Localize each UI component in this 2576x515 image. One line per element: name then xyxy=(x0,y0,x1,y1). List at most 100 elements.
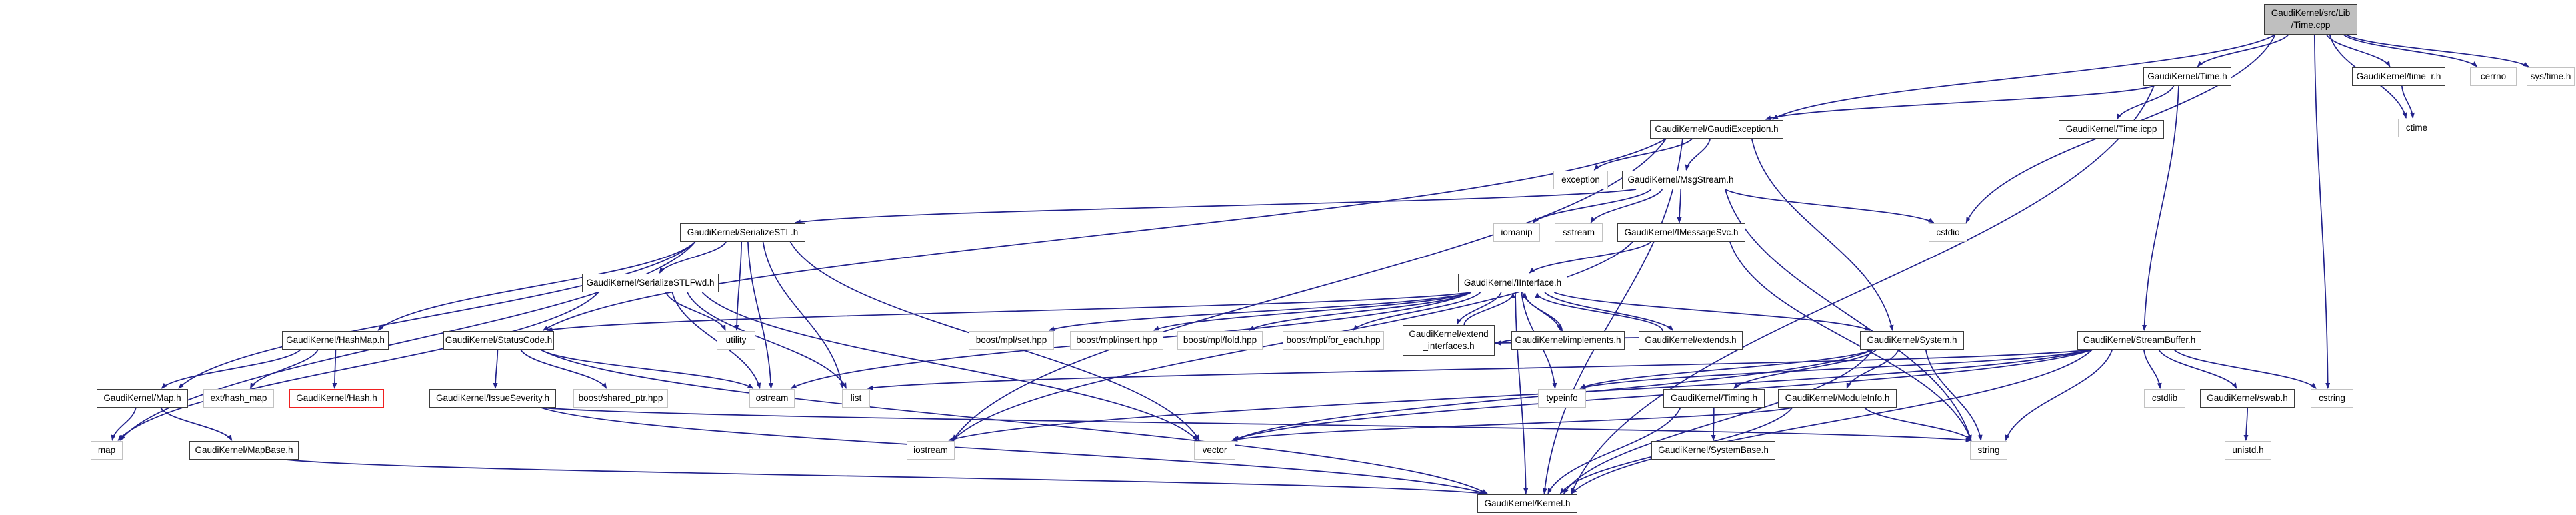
node-streambuffer_h[interactable]: GaudiKernel/StreamBuffer.h xyxy=(2077,331,2201,350)
node-label: boost/mpl/fold.hpp xyxy=(1183,334,1257,345)
edge-gaudiexception_h-to-kernel_h xyxy=(1542,138,1683,494)
edge-iinterface_h-to-system_h xyxy=(1553,292,1871,331)
node-implements_h[interactable]: GaudiKernel/implements.h xyxy=(1511,331,1625,350)
node-label: GaudiKernel/GaudiException.h xyxy=(1655,123,1779,134)
edge-serializestlfwd_h-to-list xyxy=(687,292,847,389)
node-exception: exception xyxy=(1553,171,1608,189)
node-mpl_for_each: boost/mpl/for_each.hpp xyxy=(1283,331,1384,350)
edge-msgstream_h-to-cstdio xyxy=(1725,189,1935,223)
edge-iinterface_h-to-extends_h xyxy=(1544,292,1673,331)
edge-streambuffer_h-to-iostream xyxy=(948,349,2093,442)
node-label: GaudiKernel/implements.h xyxy=(1515,334,1621,345)
node-cstdlib: cstdlib xyxy=(2144,389,2185,408)
node-label: GaudiKernel/IInterface.h xyxy=(1463,277,1562,288)
node-hashmap_h[interactable]: GaudiKernel/HashMap.h xyxy=(282,331,389,350)
node-serializestl_h[interactable]: GaudiKernel/SerializeSTL.h xyxy=(680,223,805,242)
node-map_h[interactable]: GaudiKernel/Map.h xyxy=(97,389,188,408)
node-mpl_set: boost/mpl/set.hpp xyxy=(969,331,1054,350)
edge-time_h-to-kernel_h xyxy=(1571,85,2155,494)
edge-issueseverity_h-to-string xyxy=(541,407,1972,442)
node-label: GaudiKernel/IMessageSvc.h xyxy=(1624,227,1739,237)
node-time_cpp[interactable]: GaudiKernel/src/Lib /Time.cpp xyxy=(2264,4,2357,35)
edge-streambuffer_h-to-typeinfo xyxy=(1579,349,2093,390)
node-hash_h[interactable]: GaudiKernel/Hash.h xyxy=(289,389,384,408)
node-label: GaudiKernel/StreamBuffer.h xyxy=(2083,334,2196,345)
edge-gaudiexception_h-to-system_h xyxy=(1751,138,1894,331)
node-label: list xyxy=(850,392,862,403)
edge-time_h-to-streambuffer_h xyxy=(2142,85,2179,331)
node-time_icpp[interactable]: GaudiKernel/Time.icpp xyxy=(2059,120,2164,139)
node-cstring: cstring xyxy=(2311,389,2353,408)
node-imessagesvc_h[interactable]: GaudiKernel/IMessageSvc.h xyxy=(1617,223,1745,242)
node-typeinfo: typeinfo xyxy=(1538,389,1586,408)
node-map: map xyxy=(91,441,123,460)
node-kernel_h[interactable]: GaudiKernel/Kernel.h xyxy=(1477,494,1577,513)
node-time_h[interactable]: GaudiKernel/Time.h xyxy=(2143,67,2231,86)
node-label: ctime xyxy=(2405,122,2428,133)
node-issueseverity_h[interactable]: GaudiKernel/IssueSeverity.h xyxy=(429,389,556,408)
node-label: GaudiKernel/src/Lib /Time.cpp xyxy=(2271,7,2351,30)
node-label: GaudiKernel/HashMap.h xyxy=(286,334,385,345)
edge-time_h-to-gaudiexception_h xyxy=(1765,85,2155,121)
node-label: cstring xyxy=(2319,392,2345,403)
edge-msgstream_h-to-serializestl_h xyxy=(794,189,1637,225)
edge-iinterface_h-to-statuscode_h xyxy=(546,292,1471,332)
node-msgstream_h[interactable]: GaudiKernel/MsgStream.h xyxy=(1622,171,1739,189)
edge-serializestl_h-to-ostream xyxy=(747,241,773,389)
edge-map_h-to-map xyxy=(111,407,137,441)
node-label: GaudiKernel/Time.icpp xyxy=(2065,123,2157,134)
edge-moduleinfo_h-to-string xyxy=(1864,407,1972,441)
edge-statuscode_h-to-ostream xyxy=(540,349,754,389)
edge-implements_h-to-iinterface_h xyxy=(1522,292,1563,332)
node-label: GaudiKernel/Timing.h xyxy=(1670,392,1758,403)
node-label: string xyxy=(1977,444,2000,455)
node-extend_interfaces_h[interactable]: GaudiKernel/extend _interfaces.h xyxy=(1403,325,1495,356)
node-serializestlfwd_h[interactable]: GaudiKernel/SerializeSTLFwd.h xyxy=(582,274,719,292)
edge-statuscode_h-to-shared_ptr xyxy=(520,349,607,389)
node-utility: utility xyxy=(717,331,755,350)
node-label: map xyxy=(97,444,116,455)
edge-iinterface_h-to-mpl_insert xyxy=(1153,292,1472,331)
node-gaudiexception_h[interactable]: GaudiKernel/GaudiException.h xyxy=(1650,120,1783,139)
node-extends_h[interactable]: GaudiKernel/extends.h xyxy=(1639,331,1743,350)
node-label: vector xyxy=(1202,444,1227,455)
edge-serializestl_h-to-utility xyxy=(734,241,743,331)
node-swab_h[interactable]: GaudiKernel/swab.h xyxy=(2200,389,2295,408)
node-sys_time_h: sys/time.h xyxy=(2527,67,2575,86)
node-sstream: sstream xyxy=(1555,223,1603,242)
node-statuscode_h[interactable]: GaudiKernel/StatusCode.h xyxy=(443,331,554,350)
node-mpl_fold: boost/mpl/fold.hpp xyxy=(1177,331,1263,350)
node-timing_h[interactable]: GaudiKernel/Timing.h xyxy=(1663,389,1765,408)
edge-hashmap_h-to-ext_hash_map xyxy=(249,349,319,389)
node-label: sys/time.h xyxy=(2530,71,2571,81)
node-time_r_h[interactable]: GaudiKernel/time_r.h xyxy=(2352,67,2445,86)
edge-iinterface_h-to-mpl_fold xyxy=(1249,292,1472,331)
edge-time_cpp-to-gaudiexception_h xyxy=(1772,34,2276,120)
node-label: exception xyxy=(1561,174,1600,185)
node-label: GaudiKernel/Time.h xyxy=(2147,71,2227,81)
node-label: ext/hash_map xyxy=(210,392,267,403)
edge-gaudiexception_h-to-exception xyxy=(1593,138,1693,171)
node-vector: vector xyxy=(1194,441,1235,460)
node-ostream: ostream xyxy=(749,389,795,408)
node-moduleinfo_h[interactable]: GaudiKernel/ModuleInfo.h xyxy=(1778,389,1897,408)
node-iinterface_h[interactable]: GaudiKernel/IInterface.h xyxy=(1458,274,1567,292)
node-label: ostream xyxy=(755,392,789,403)
edge-serializestlfwd_h-to-map xyxy=(117,292,599,441)
edge-streambuffer_h-to-string xyxy=(2005,349,2113,441)
edge-streambuffer_h-to-kernel_h xyxy=(1571,349,2093,494)
edge-msgstream_h-to-iomanip xyxy=(1532,189,1652,223)
edge-time_cpp-to-time_h xyxy=(2197,34,2289,67)
node-system_h[interactable]: GaudiKernel/System.h xyxy=(1860,331,1964,350)
node-ext_hash_map: ext/hash_map xyxy=(203,389,274,408)
edge-time_cpp-to-cerrno xyxy=(2343,34,2478,67)
edge-streambuffer_h-to-cstring xyxy=(2173,349,2317,389)
node-label: boost/mpl/insert.hpp xyxy=(1076,334,1157,345)
node-systembase_h[interactable]: GaudiKernel/SystemBase.h xyxy=(1651,441,1775,460)
node-unistd_h: unistd.h xyxy=(2225,441,2271,460)
node-label: iomanip xyxy=(1501,227,1533,237)
node-mapbase_h[interactable]: GaudiKernel/MapBase.h xyxy=(189,441,299,460)
edge-system_h-to-kernel_h xyxy=(1563,349,1873,494)
node-label: sstream xyxy=(1562,227,1595,237)
